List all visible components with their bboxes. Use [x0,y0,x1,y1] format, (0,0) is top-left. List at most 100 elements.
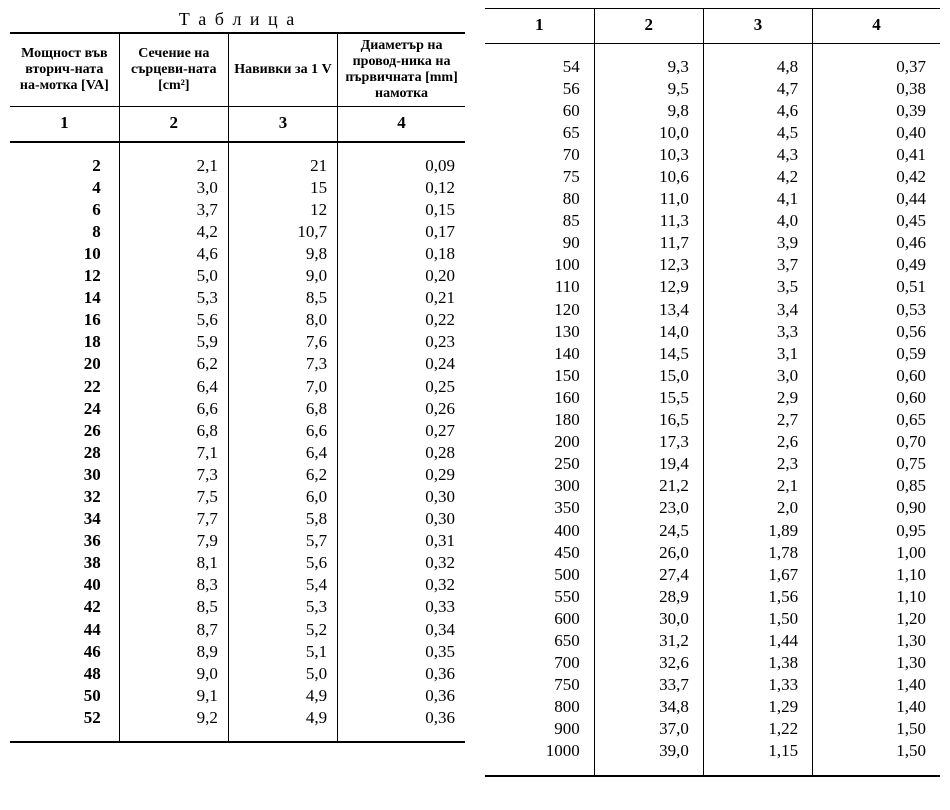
cell-col1: 180 [485,409,594,431]
cell-col3: 5,1 [228,641,337,663]
cell-col4: 0,17 [338,221,465,243]
table-row: 11012,93,50,51 [485,276,940,298]
table-row: 84,210,70,17 [10,221,465,243]
cell-col4: 1,40 [813,696,940,718]
table-row: 63,7120,15 [10,199,465,221]
cell-col1: 750 [485,674,594,696]
cell-col3: 4,8 [703,56,812,78]
spacer [10,729,465,742]
cell-col4: 0,30 [338,508,465,530]
cell-col2: 26,0 [594,542,703,564]
cell-col3: 7,0 [228,376,337,398]
table-row: 145,38,50,21 [10,287,465,309]
cell-col4: 0,42 [813,166,940,188]
cell-col3: 6,6 [228,420,337,442]
cell-col2: 28,9 [594,586,703,608]
cell-col3: 1,33 [703,674,812,696]
cell-col3: 2,0 [703,497,812,519]
table-row: 185,97,60,23 [10,331,465,353]
cell-col2: 2,1 [119,155,228,177]
cell-col4: 0,23 [338,331,465,353]
numheader-3: 3 [228,107,337,142]
cell-col3: 1,56 [703,586,812,608]
table-row: 8511,34,00,45 [485,210,940,232]
cell-col4: 0,39 [813,100,940,122]
cell-col4: 0,24 [338,353,465,375]
cell-col4: 0,65 [813,409,940,431]
table-title-row: Т а б л и ц а [10,8,465,33]
right-column: 1 2 3 4 549,34,80,37569,54,70,38609,84,6… [485,8,940,777]
cell-col4: 0,85 [813,475,940,497]
cell-col4: 0,36 [338,685,465,707]
cell-col3: 4,9 [228,707,337,729]
cell-col4: 0,28 [338,442,465,464]
table-row: 43,0150,12 [10,177,465,199]
cell-col1: 450 [485,542,594,564]
cell-col2: 11,7 [594,232,703,254]
table-row: 609,84,60,39 [485,100,940,122]
cell-col2: 34,8 [594,696,703,718]
cell-col4: 0,36 [338,707,465,729]
bottom-rule [485,776,940,777]
table-row: 6510,04,50,40 [485,122,940,144]
cell-col1: 85 [485,210,594,232]
cell-col3: 3,5 [703,276,812,298]
cell-col2: 10,3 [594,144,703,166]
cell-col2: 13,4 [594,299,703,321]
cell-col4: 0,32 [338,574,465,596]
cell-col4: 1,00 [813,542,940,564]
table-row: 13014,03,30,56 [485,321,940,343]
cell-col4: 0,36 [338,663,465,685]
cell-col1: 65 [485,122,594,144]
cell-col2: 7,5 [119,486,228,508]
cell-col3: 1,38 [703,652,812,674]
cell-col2: 3,7 [119,199,228,221]
cell-col2: 21,2 [594,475,703,497]
cell-col4: 1,50 [813,718,940,740]
cell-col2: 11,0 [594,188,703,210]
cell-col1: 200 [485,431,594,453]
numheader-2: 2 [119,107,228,142]
cell-col4: 0,33 [338,596,465,618]
cell-col3: 5,8 [228,508,337,530]
table-row: 266,86,60,27 [10,420,465,442]
table-row: 65031,21,441,30 [485,630,940,652]
cell-col4: 0,34 [338,619,465,641]
cell-col1: 8 [10,221,119,243]
cell-col3: 4,9 [228,685,337,707]
cell-col4: 0,46 [813,232,940,254]
cell-col3: 7,3 [228,353,337,375]
left-table-body: 22,1210,0943,0150,1263,7120,1584,210,70,… [10,155,465,729]
cell-col2: 24,5 [594,520,703,542]
cell-col4: 0,09 [338,155,465,177]
cell-col4: 0,60 [813,387,940,409]
table-row: 428,55,30,33 [10,596,465,618]
cell-col1: 150 [485,365,594,387]
cell-col1: 26 [10,420,119,442]
cell-col2: 9,2 [119,707,228,729]
cell-col2: 9,5 [594,78,703,100]
cell-col1: 75 [485,166,594,188]
cell-col3: 1,44 [703,630,812,652]
cell-col3: 2,6 [703,431,812,453]
cell-col3: 1,15 [703,740,812,762]
cell-col1: 4 [10,177,119,199]
table-row: 50027,41,671,10 [485,564,940,586]
cell-col2: 8,5 [119,596,228,618]
cell-col4: 0,49 [813,254,940,276]
cell-col3: 6,0 [228,486,337,508]
left-table: Т а б л и ц а Мощност във вторич-ната на… [10,8,465,743]
cell-col4: 0,22 [338,309,465,331]
table-row: 165,68,00,22 [10,309,465,331]
cell-col2: 10,6 [594,166,703,188]
cell-col2: 19,4 [594,453,703,475]
cell-col4: 0,29 [338,464,465,486]
cell-col1: 650 [485,630,594,652]
cell-col1: 550 [485,586,594,608]
cell-col1: 900 [485,718,594,740]
cell-col4: 0,37 [813,56,940,78]
cell-col4: 0,53 [813,299,940,321]
table-row: 22,1210,09 [10,155,465,177]
left-header-4: Диаметър на провод-ника на първичната [m… [338,33,465,107]
cell-col1: 48 [10,663,119,685]
